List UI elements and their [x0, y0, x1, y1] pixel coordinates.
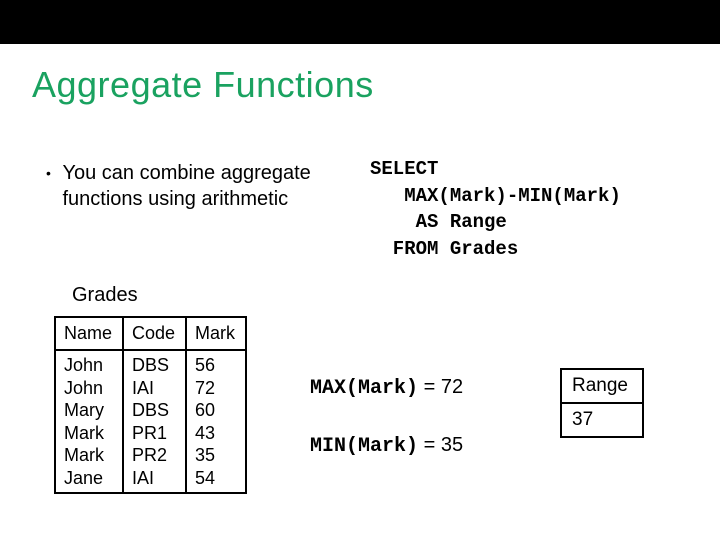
grades-table-label: Grades — [72, 284, 138, 307]
top-bar — [0, 0, 720, 44]
table-cell: 567260433554 — [186, 350, 246, 493]
grades-table: Name Code Mark JohnJohnMaryMarkMarkJane … — [54, 316, 247, 494]
sql-line: FROM Grades — [370, 238, 518, 260]
sql-line: SELECT — [370, 158, 438, 180]
bullet-point: • You can combine aggregate functions us… — [46, 160, 346, 212]
sql-code-block: SELECT MAX(Mark)-MIN(Mark) AS Range FROM… — [370, 156, 621, 262]
table-header: Name — [55, 317, 123, 350]
max-value: = 72 — [418, 376, 463, 398]
table-header-row: Name Code Mark — [55, 317, 246, 350]
sql-line: AS Range — [370, 211, 507, 233]
table-header-row: Range — [561, 369, 643, 403]
slide: Aggregate Functions • You can combine ag… — [0, 0, 720, 540]
range-table: Range 37 — [560, 368, 644, 438]
table-header: Mark — [186, 317, 246, 350]
slide-title: Aggregate Functions — [32, 64, 374, 106]
max-calc: MAX(Mark) = 72 — [310, 376, 463, 400]
table-row: 37 — [561, 403, 643, 437]
min-value: = 35 — [418, 434, 463, 456]
max-expr: MAX(Mark) — [310, 377, 418, 400]
range-value: 37 — [561, 403, 643, 437]
min-expr: MIN(Mark) — [310, 435, 418, 458]
sql-line: MAX(Mark)-MIN(Mark) — [370, 185, 621, 207]
range-header: Range — [561, 369, 643, 403]
table-body-row: JohnJohnMaryMarkMarkJane DBSIAIDBSPR1PR2… — [55, 350, 246, 493]
table-cell: DBSIAIDBSPR1PR2IAI — [123, 350, 186, 493]
table-cell: JohnJohnMaryMarkMarkJane — [55, 350, 123, 493]
bullet-text: You can combine aggregate functions usin… — [62, 160, 322, 212]
table-header: Code — [123, 317, 186, 350]
bullet-dot: • — [46, 160, 51, 186]
min-calc: MIN(Mark) = 35 — [310, 434, 463, 458]
